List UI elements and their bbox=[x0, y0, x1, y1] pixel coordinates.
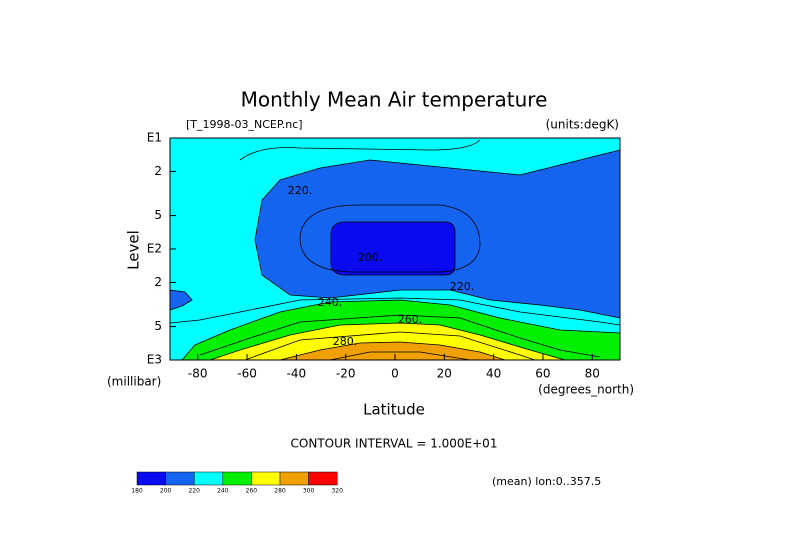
y-units: (millibar) bbox=[107, 375, 161, 389]
x-tick-label: -40 bbox=[287, 367, 307, 381]
x-tick-label: 80 bbox=[585, 367, 600, 381]
x-axis-label: Latitude bbox=[363, 401, 425, 419]
y-tick-label: 2 bbox=[154, 164, 162, 178]
contour-region bbox=[330, 221, 456, 276]
x-tick-label: 60 bbox=[535, 367, 550, 381]
colorbar-label: 320 bbox=[331, 488, 343, 495]
contour-line bbox=[169, 297, 621, 326]
colorbar-swatch bbox=[279, 471, 309, 486]
colorbar-swatch bbox=[136, 471, 166, 486]
contour-label: 240. bbox=[318, 296, 343, 309]
contour-label: 280. bbox=[333, 335, 358, 348]
subtitle-left: [T_1998-03_NCEP.nc] bbox=[186, 118, 303, 131]
x-tick-label: 40 bbox=[486, 367, 501, 381]
x-units: (degrees_north) bbox=[538, 383, 634, 397]
y-tick-label: E1 bbox=[147, 131, 162, 145]
colorbar-swatch bbox=[165, 471, 195, 486]
contour-label: 200. bbox=[358, 251, 383, 264]
contour-label: 220. bbox=[288, 184, 313, 197]
chart-title: Monthly Mean Air temperature bbox=[241, 88, 548, 112]
contour-region bbox=[209, 322, 566, 361]
contour-line bbox=[299, 204, 481, 273]
colorbar-label: 260 bbox=[246, 488, 258, 495]
subtitle-right: (units:degK) bbox=[546, 118, 619, 132]
x-tick-label: -60 bbox=[237, 367, 257, 381]
colorbar-label: 240 bbox=[217, 488, 229, 495]
colorbar-label: 180 bbox=[131, 488, 143, 495]
y-tick-label: E3 bbox=[147, 353, 162, 367]
footnote: (mean) lon:0..357.5 bbox=[492, 475, 601, 488]
colorbar-swatch bbox=[193, 471, 224, 486]
colorbar-swatch bbox=[251, 471, 281, 486]
x-tick-label: 20 bbox=[437, 367, 452, 381]
contour-line bbox=[329, 351, 471, 361]
colorbar-swatch bbox=[308, 471, 338, 486]
contour-label: 220. bbox=[450, 280, 475, 293]
x-tick-label: -20 bbox=[336, 367, 356, 381]
colorbar-label: 200 bbox=[160, 488, 172, 495]
contour-interval: CONTOUR INTERVAL = 1.000E+01 bbox=[291, 437, 498, 451]
contour-line bbox=[244, 331, 536, 361]
colorbar-label: 280 bbox=[274, 488, 286, 495]
contour-region bbox=[279, 341, 506, 361]
y-tick-label: E2 bbox=[147, 242, 162, 256]
colorbar-swatch bbox=[222, 471, 252, 486]
y-tick-label: 2 bbox=[154, 275, 162, 289]
contour-line bbox=[239, 139, 481, 161]
colorbar-label: 300 bbox=[303, 488, 315, 495]
y-tick-label: 5 bbox=[154, 208, 162, 222]
contour-label: 260. bbox=[398, 313, 423, 326]
x-tick-label: -80 bbox=[188, 367, 208, 381]
y-axis-label: Level bbox=[125, 230, 143, 270]
y-tick-label: 5 bbox=[154, 319, 162, 333]
colorbar-label: 220 bbox=[188, 488, 200, 495]
contour-line bbox=[199, 314, 601, 358]
x-tick-label: 0 bbox=[391, 367, 399, 381]
